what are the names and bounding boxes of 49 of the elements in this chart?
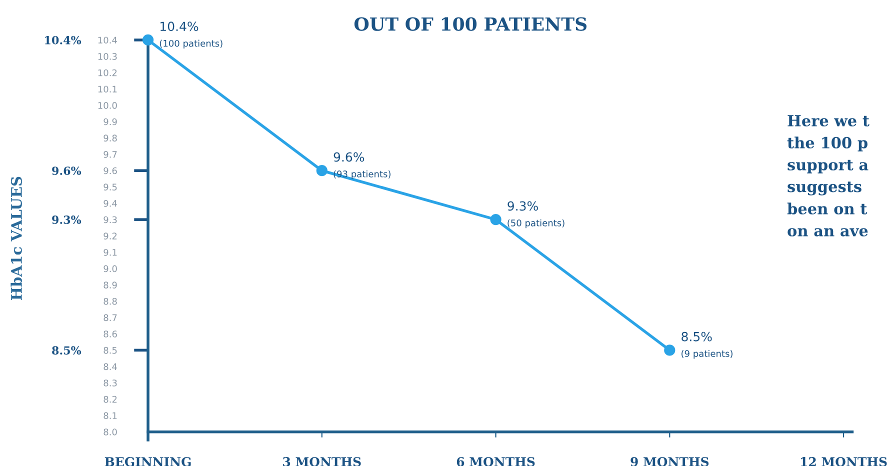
y2-tick-label: 9.2 — [104, 232, 117, 240]
point — [664, 344, 676, 356]
y-tick-label: 9.3% — [52, 216, 82, 224]
y2-tick-label: 8.9 — [104, 282, 117, 288]
y2-tick-label: 8.0 — [104, 428, 117, 436]
y2-tick-label: 8.4 — [104, 363, 117, 370]
y2-tick-label: 10.3 — [98, 53, 117, 60]
y2-tick-label: 9.0 — [104, 265, 117, 272]
y2-tick-label: 10.1 — [98, 86, 117, 93]
annotation: been on t — [787, 202, 868, 214]
y-tick-label: 10.4% — [45, 36, 82, 44]
y2-tick-label: 8.3 — [104, 380, 117, 386]
annotation: on an ave — [788, 228, 868, 236]
data-label: 8.5% — [682, 332, 712, 342]
y2-tick-label: 8.2 — [104, 396, 117, 403]
point — [316, 165, 328, 176]
y2-tick-label: 10.0 — [98, 102, 117, 109]
annotation: suggests — [788, 182, 862, 196]
y2-tick-label: 9.5 — [104, 184, 117, 190]
point — [142, 34, 154, 46]
y2-tick-label: 9.6 — [104, 167, 117, 174]
y-tick-label: 9.6% — [52, 166, 82, 175]
y2-tick-label: 8.5 — [104, 346, 117, 354]
data-label: 9.3% — [508, 201, 538, 211]
annotation: (100 patients) — [160, 40, 222, 49]
y-axis-title: HbA1c VALUES — [10, 176, 22, 300]
data-label: 10.4% — [160, 22, 198, 32]
annotation: (93 patients) — [334, 170, 390, 180]
chart-title: OUT OF 100 PATIENTS — [354, 17, 587, 31]
y2-tick-label: 9.7 — [104, 151, 117, 158]
y2-tick-label: 10.2 — [98, 69, 117, 76]
y2-tick-label: 8.7 — [104, 314, 117, 322]
y2-tick-label: 8.8 — [104, 298, 117, 305]
annotation: (9 patients) — [682, 350, 732, 359]
y2-tick-label: 9.9 — [104, 118, 117, 126]
data-label: 9.6% — [334, 152, 364, 162]
y2-tick-label: 9.8 — [104, 134, 117, 142]
y2-tick-label: 9.3 — [104, 216, 117, 224]
annotation: the 100 p — [787, 136, 868, 152]
annotation: Here we t — [788, 115, 870, 126]
y2-tick-label: 9.1 — [104, 248, 117, 256]
y2-tick-label: 8.1 — [104, 412, 117, 420]
y2-tick-label: 9.4 — [104, 200, 117, 207]
y2-tick-label: 10.4 — [98, 36, 117, 44]
y2-tick-label: 8.6 — [104, 330, 117, 338]
point — [490, 214, 502, 226]
annotation: (50 patients) — [508, 219, 564, 228]
y-tick-label: 8.5% — [52, 346, 82, 355]
annotation: support a — [788, 160, 868, 174]
